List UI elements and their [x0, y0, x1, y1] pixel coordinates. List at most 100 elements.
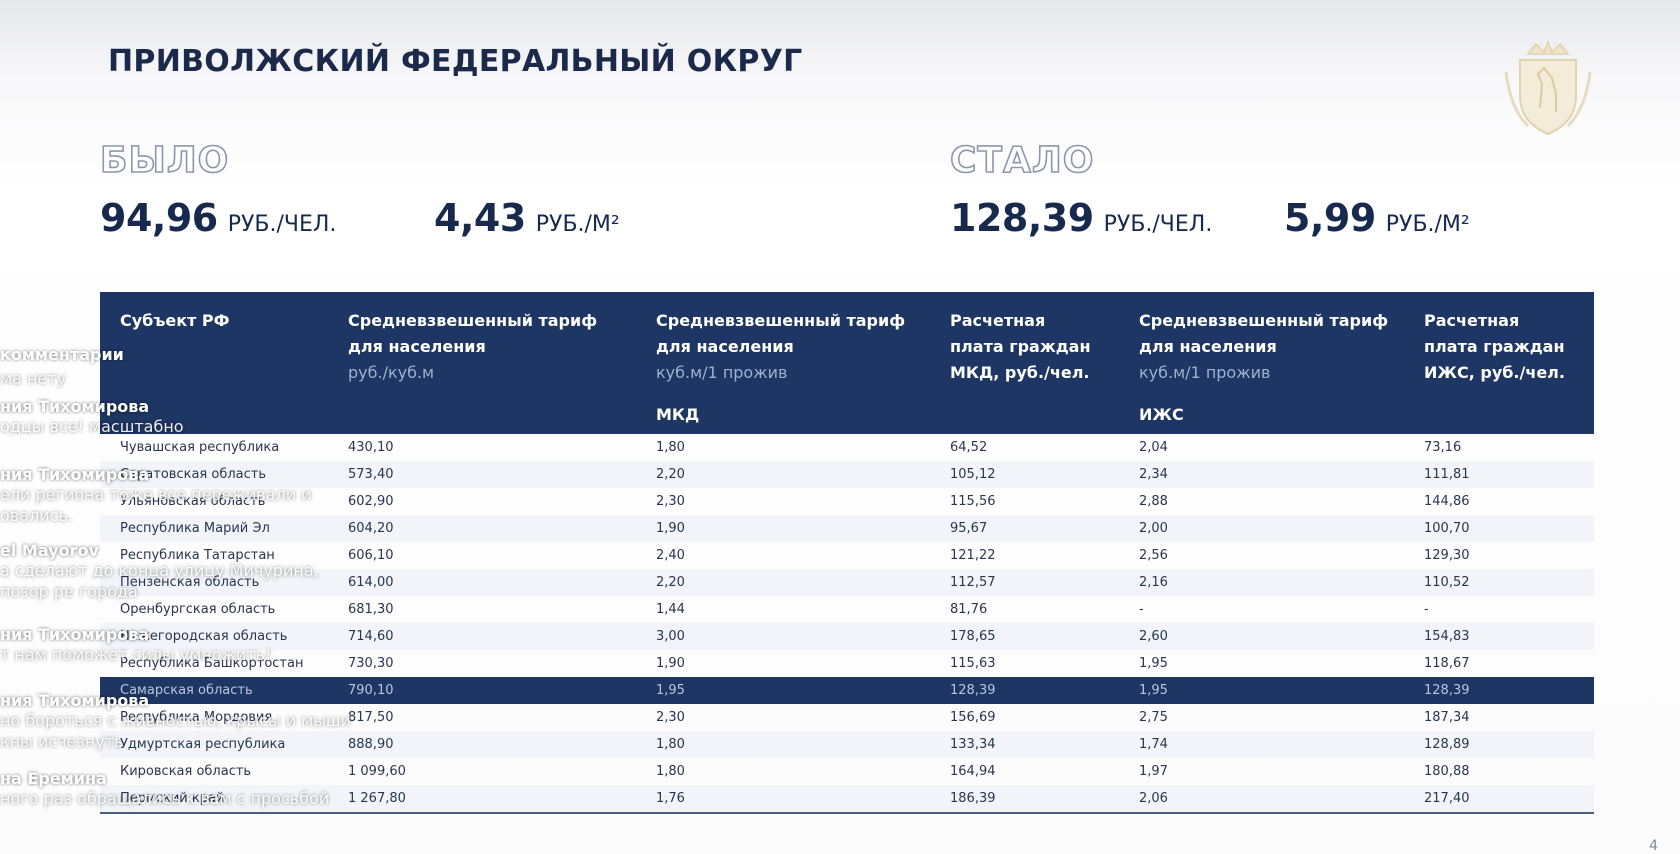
chat-text: одцы все! масштабно — [0, 417, 184, 436]
cell-tariff: 1 267,80 — [348, 791, 406, 806]
cell-region: Чувашская республика — [120, 440, 280, 455]
chat-author: на Еремина — [0, 769, 107, 788]
cell-region: Нижегородская область — [120, 629, 288, 644]
cell-norm-izhs: 1,97 — [1139, 764, 1168, 779]
cell-norm-izhs: 1,74 — [1139, 737, 1168, 752]
cell-norm-izhs: 2,04 — [1139, 440, 1168, 455]
cell-norm-mkd: 2,20 — [656, 467, 685, 482]
cell-pay-mkd: 81,76 — [950, 602, 988, 617]
cell-pay-izhs: 118,67 — [1424, 656, 1470, 671]
chat-text: ного раз обращались к вам с просьбой — [0, 789, 330, 808]
cell-norm-mkd: 1,80 — [656, 737, 685, 752]
cell-norm-izhs: - — [1139, 602, 1144, 617]
cell-norm-izhs: 2,75 — [1139, 710, 1168, 725]
cell-norm-mkd: 1,90 — [656, 656, 685, 671]
cell-norm-izhs: 2,60 — [1139, 629, 1168, 644]
after-per-person-value: 128,39 — [950, 196, 1094, 240]
chat-text: т нам поможет силы умножить! — [0, 645, 272, 664]
cell-norm-izhs: 1,95 — [1139, 656, 1168, 671]
cell-norm-mkd: 2,20 — [656, 575, 685, 590]
cell-norm-izhs: 2,06 — [1139, 791, 1168, 806]
cell-pay-izhs: 128,39 — [1424, 683, 1470, 698]
before-per-person: 94,96 РУБ./ЧЕЛ. — [100, 196, 336, 240]
cell-region: Республика Марий Эл — [120, 521, 270, 536]
after-per-person-unit: РУБ./ЧЕЛ. — [1103, 212, 1213, 237]
cell-tariff: 888,90 — [348, 737, 394, 752]
cell-pay-mkd: 164,94 — [950, 764, 996, 779]
cell-pay-mkd: 95,67 — [950, 521, 988, 536]
chat-message: ния Тихомирова т нам поможет силы умножит… — [0, 625, 360, 665]
header-norm-izhs-tag: ИЖС — [1139, 405, 1184, 424]
header-norm-izhs-title: Средневзвешенный тариф для населения — [1139, 311, 1389, 356]
cell-norm-izhs: 1,95 — [1139, 683, 1168, 698]
cell-pay-mkd: 178,65 — [950, 629, 996, 644]
table-row: Республика Мордовия 817,50 2,30 156,69 2,75 1… — [100, 704, 1594, 731]
chat-subheading: ма нету — [0, 369, 67, 388]
header-norm-mkd-tag: МКД — [656, 405, 700, 424]
before-per-person-value: 94,96 — [100, 196, 218, 240]
cell-tariff: 604,20 — [348, 521, 394, 536]
chat-author: ния Тихомирова — [0, 625, 150, 644]
cell-pay-izhs: 73,16 — [1424, 440, 1462, 455]
cell-tariff: 714,60 — [348, 629, 394, 644]
cell-norm-izhs: 2,56 — [1139, 548, 1168, 563]
cell-norm-mkd: 1,80 — [656, 440, 685, 455]
cell-norm-mkd: 1,95 — [656, 683, 685, 698]
cell-norm-mkd: 2,40 — [656, 548, 685, 563]
cell-norm-izhs: 2,16 — [1139, 575, 1168, 590]
cell-norm-mkd: 1,90 — [656, 521, 685, 536]
chat-message: ния Тихомирова ели региона тоже все переж… — [0, 465, 360, 526]
cell-norm-izhs: 2,88 — [1139, 494, 1168, 509]
tariff-table: Субъект РФ Средневзвешенный тариф для на… — [100, 292, 1594, 814]
header-subject: Субъект РФ — [120, 311, 230, 330]
cell-tariff: 730,30 — [348, 656, 394, 671]
after-per-m2-value: 5,99 — [1284, 196, 1376, 240]
before-per-m2-value: 4,43 — [434, 196, 526, 240]
chat-author: ния Тихомирова — [0, 465, 150, 484]
header-norm-mkd-unit: куб.м/1 прожив — [656, 363, 788, 382]
table-body: Чувашская республика 430,10 1,80 64,52 2,04 7… — [100, 434, 1594, 812]
cell-norm-mkd: 1,80 — [656, 764, 685, 779]
cell-region: Удмуртская республика — [120, 737, 286, 752]
table-row: Ульяновская область 602,90 2,30 115,56 2,88 1… — [100, 488, 1594, 515]
page-number: 4 — [1649, 838, 1658, 854]
cell-pay-mkd: 133,34 — [950, 737, 996, 752]
table-row: Пермский край 1 267,80 1,76 186,39 2,06 217,4… — [100, 785, 1594, 812]
after-label: СТАЛО — [949, 139, 1095, 182]
chat-text: но бороться с живностью, крысы и мыши кн… — [0, 711, 351, 751]
cell-pay-mkd: 186,39 — [950, 791, 996, 806]
before-per-person-unit: РУБ./ЧЕЛ. — [227, 212, 337, 237]
cell-pay-izhs: 217,40 — [1424, 791, 1470, 806]
cell-region: Республика Башкортостан — [120, 656, 304, 671]
cell-pay-mkd: 128,39 — [950, 683, 996, 698]
cell-pay-izhs: 187,34 — [1424, 710, 1470, 725]
slide-title: ПРИВОЛЖСКИЙ ФЕДЕРАЛЬНЫЙ ОКРУГ — [108, 44, 803, 79]
cell-norm-mkd: 1,44 — [656, 602, 685, 617]
cell-tariff: 790,10 — [348, 683, 394, 698]
chat-text: а сделают до конца улицу Мичурина, позор… — [0, 561, 319, 601]
header-pay-mkd: Расчетная плата граждан МКД, руб./чел. — [950, 311, 1091, 382]
cell-pay-izhs: 129,30 — [1424, 548, 1470, 563]
chat-heading: комментарии — [0, 345, 124, 364]
cell-pay-mkd: 115,63 — [950, 656, 996, 671]
cell-pay-mkd: 115,56 — [950, 494, 996, 509]
cell-tariff: 614,00 — [348, 575, 394, 590]
cell-norm-mkd: 2,30 — [656, 494, 685, 509]
header-norm-izhs: Средневзвешенный тариф для населения куб… — [1139, 308, 1389, 428]
header-pay-izhs: Расчетная плата граждан ИЖС, руб./чел. — [1424, 311, 1565, 382]
cell-tariff: 1 099,60 — [348, 764, 406, 779]
table-bottom-rule — [100, 812, 1594, 814]
chat-text: ели региона тоже все переживали и овалис… — [0, 485, 312, 525]
cell-region: Саратовская область — [120, 467, 266, 482]
after-per-m2-unit: РУБ./М² — [1385, 212, 1470, 237]
cell-tariff: 430,10 — [348, 440, 394, 455]
header-norm-mkd: Средневзвешенный тариф для населения куб… — [656, 308, 906, 428]
cell-region: Республика Татарстан — [120, 548, 275, 563]
cell-region: Пензенская область — [120, 575, 260, 590]
table-row: Самарская область 790,10 1,95 128,39 1,95 128… — [100, 677, 1594, 704]
chat-author: el Mayorov — [0, 541, 99, 560]
table-row: Кировская область 1 099,60 1,80 164,94 1,97 1… — [100, 758, 1594, 785]
cell-tariff: 602,90 — [348, 494, 394, 509]
header-tariff-title: Средневзвешенный тариф для населения — [348, 311, 598, 356]
chat-author: ния Тихомирова — [0, 397, 150, 416]
